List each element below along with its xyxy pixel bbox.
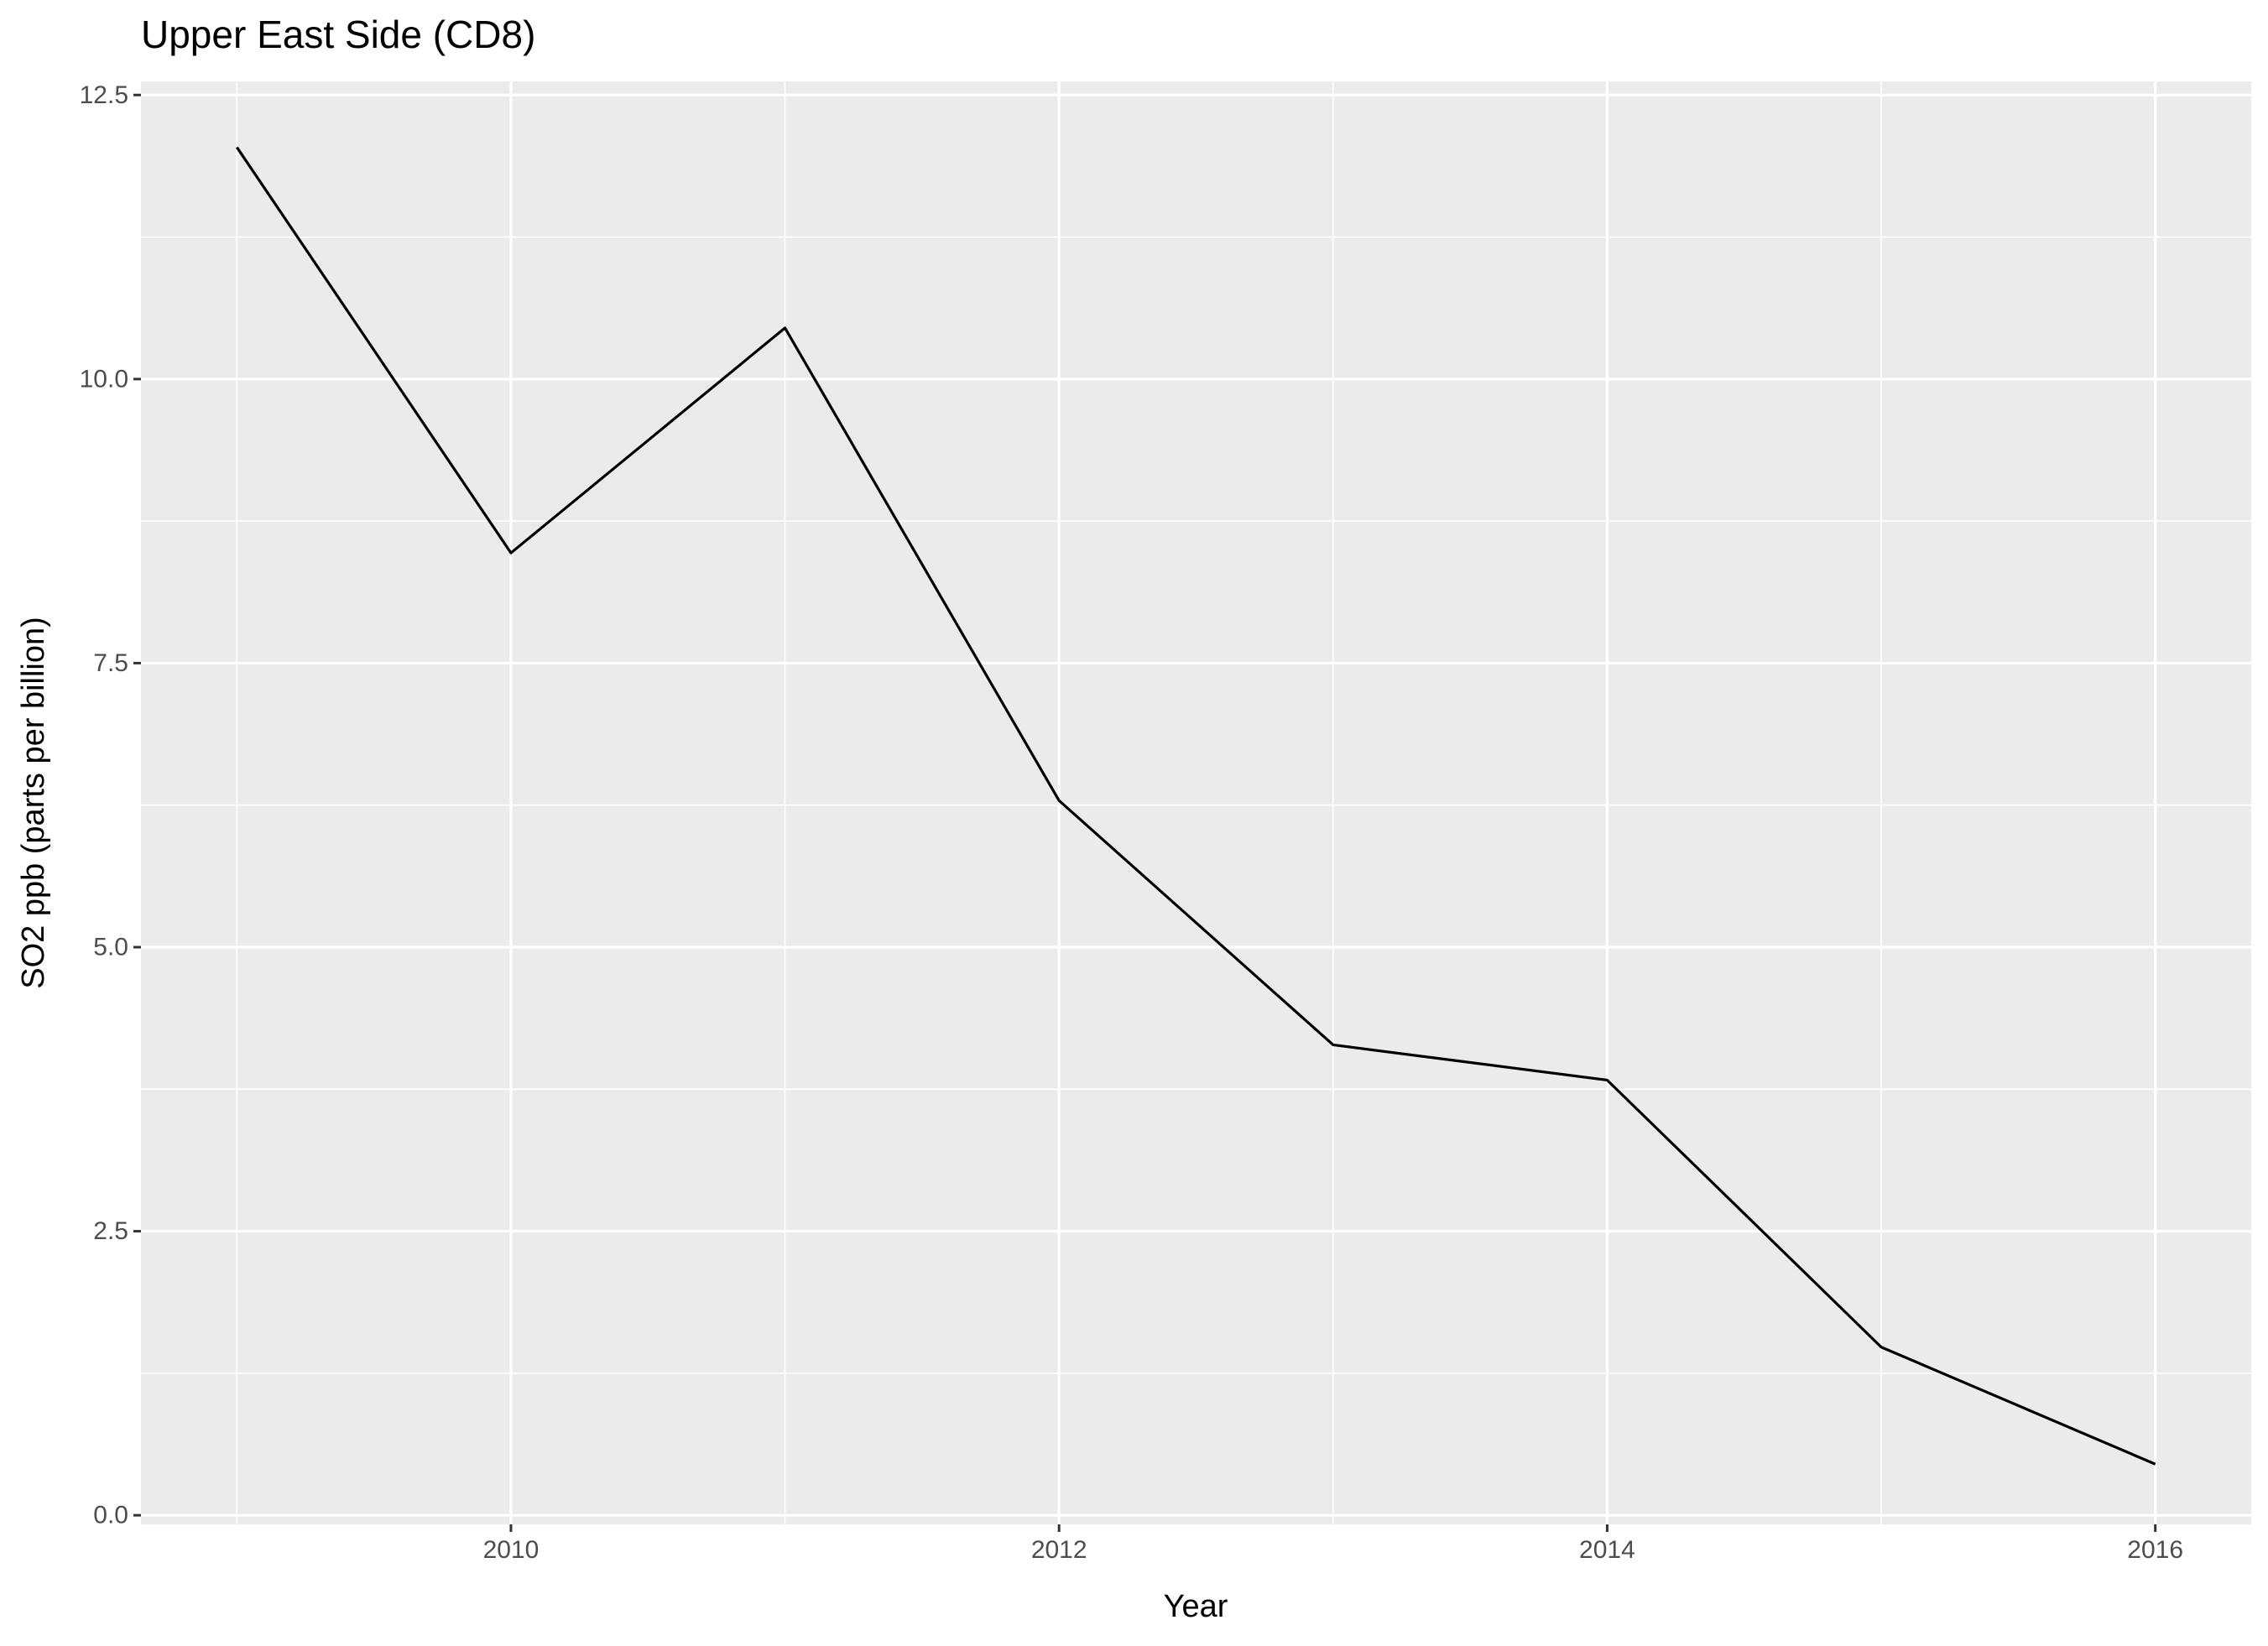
y-tick-label: 7.5 bbox=[93, 649, 128, 677]
x-axis: 2010 2012 2014 2016 bbox=[483, 1524, 2183, 1564]
x-tick-label: 2014 bbox=[1579, 1536, 1635, 1564]
series-layer bbox=[235, 146, 2156, 1466]
y-tick-label: 5.0 bbox=[93, 934, 128, 961]
y-tick-label: 2.5 bbox=[93, 1217, 128, 1245]
chart-title: Upper East Side (CD8) bbox=[141, 13, 535, 56]
x-tick-label: 2012 bbox=[1031, 1536, 1087, 1564]
y-axis-title: SO2 ppb (parts per billion) bbox=[16, 617, 51, 989]
x-axis-title: Year bbox=[1164, 1589, 1228, 1624]
y-tick-label: 12.5 bbox=[80, 81, 128, 109]
series-line bbox=[235, 146, 2156, 1466]
y-tick-label: 10.0 bbox=[80, 365, 128, 393]
y-tick-label: 0.0 bbox=[93, 1502, 128, 1529]
x-tick-label: 2016 bbox=[2127, 1536, 2183, 1564]
major-grid-lines bbox=[141, 81, 2251, 1524]
y-axis: 0.0 2.5 5.0 7.5 10.0 12.5 bbox=[80, 81, 141, 1529]
minor-grid-lines bbox=[141, 81, 2251, 1524]
x-tick-label: 2010 bbox=[483, 1536, 540, 1564]
plot-panel bbox=[141, 81, 2251, 1524]
